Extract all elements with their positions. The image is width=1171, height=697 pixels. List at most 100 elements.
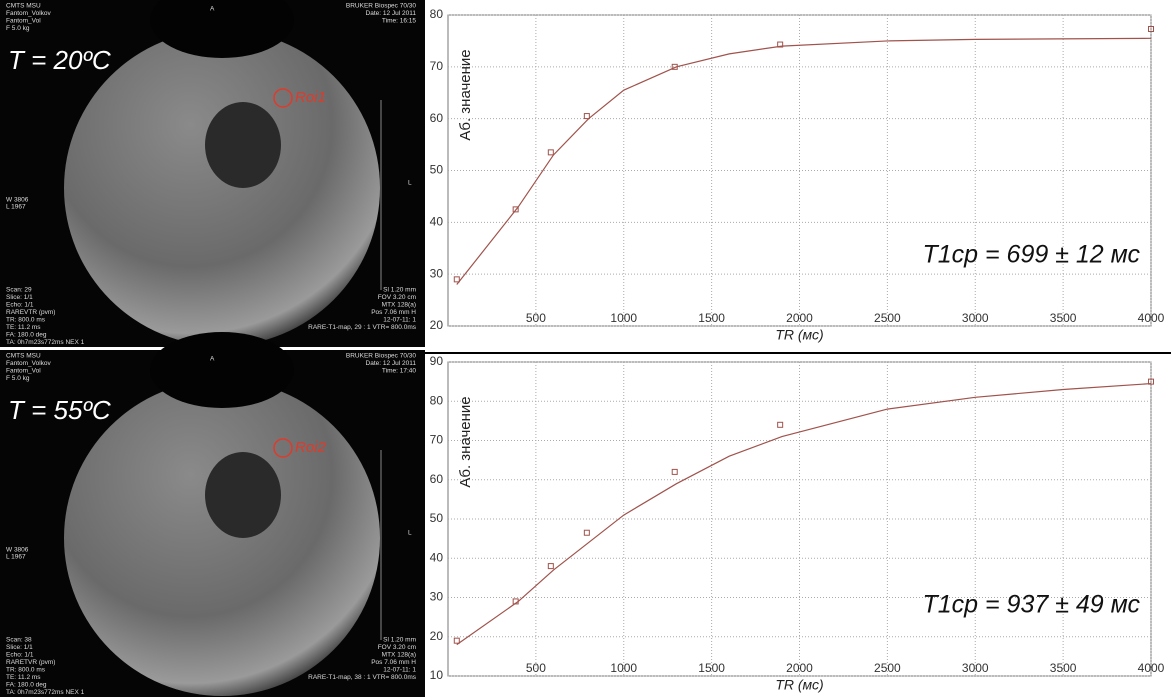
x-tick-label: 3500 bbox=[1050, 661, 1077, 675]
x-tick-label: 2000 bbox=[786, 661, 813, 675]
header-right: Time: 17:40 bbox=[382, 368, 416, 375]
footer-right: 12-07-11: 1 bbox=[383, 317, 416, 324]
y-tick-label: 40 bbox=[430, 215, 444, 229]
x-axis-label: TR (мс) bbox=[775, 677, 823, 693]
header-right: Date: 12 Jul 2011 bbox=[366, 10, 417, 17]
x-tick-label: 3000 bbox=[962, 311, 989, 325]
y-axis-label: Аб. значение bbox=[457, 396, 474, 487]
data-point bbox=[1148, 378, 1154, 385]
window-level: L 1967 bbox=[6, 204, 26, 211]
footer-right: 12-07-11: 1 bbox=[383, 667, 416, 674]
temperature: T = 20ºC bbox=[8, 45, 111, 75]
y-tick-label: 60 bbox=[430, 472, 444, 486]
footer-left: TE: 11.2 ms bbox=[6, 674, 41, 681]
footer-right: Pos 7.06 mm H bbox=[371, 309, 416, 316]
phantom-neck bbox=[150, 332, 294, 408]
temperature: T = 55ºC bbox=[8, 395, 111, 425]
footer-left: TE: 11.2 ms bbox=[6, 324, 41, 331]
footer-left: Echo: 1/1 bbox=[6, 652, 34, 659]
fit-curve bbox=[456, 382, 1152, 646]
x-tick-label: 2500 bbox=[874, 661, 901, 675]
footer-left: RARETVR (pvm) bbox=[6, 659, 55, 666]
window-level: L 1967 bbox=[6, 554, 26, 561]
y-tick-label: 80 bbox=[430, 393, 444, 407]
footer-right: FOV 3.20 cm bbox=[378, 294, 416, 301]
y-tick-label: 80 bbox=[430, 7, 444, 21]
footer-left: FA: 180.0 deg bbox=[6, 332, 47, 339]
y-tick-label: 50 bbox=[430, 163, 444, 177]
header-right: Date: 12 Jul 2011 bbox=[366, 360, 417, 367]
y-tick-label: 70 bbox=[430, 433, 444, 447]
footer-right: Pos 7.06 mm H bbox=[371, 659, 416, 666]
y-axis-label: Аб. значение bbox=[457, 49, 474, 140]
y-tick-label: 40 bbox=[430, 550, 444, 564]
y-tick-label: 30 bbox=[430, 590, 444, 604]
footer-right: FOV 3.20 cm bbox=[378, 644, 416, 651]
footer-left: TR: 800.0 ms bbox=[6, 667, 46, 674]
data-point bbox=[671, 63, 678, 70]
y-tick-label: 90 bbox=[430, 354, 444, 368]
data-point bbox=[583, 113, 590, 120]
footer-left: TR: 800.0 ms bbox=[6, 317, 46, 324]
data-point bbox=[777, 421, 784, 428]
data-point bbox=[547, 563, 554, 570]
footer-right: Sl 1.20 mm bbox=[383, 287, 416, 294]
data-point bbox=[583, 529, 590, 536]
side-marker: L bbox=[408, 180, 412, 187]
footer-left: Scan: 38 bbox=[6, 637, 32, 644]
footer-left: TA: 0h7m23s772ms NEX 1 bbox=[6, 339, 85, 346]
footer-left: TA: 0h7m23s772ms NEX 1 bbox=[6, 689, 85, 696]
header-left: Fantom_Volkov bbox=[6, 10, 52, 17]
roi-label: Roi1 bbox=[295, 89, 326, 106]
roi-circle bbox=[273, 88, 293, 108]
footer-right: RARE-T1-map, 38 : 1 VTR= 800.0ms bbox=[308, 674, 417, 681]
footer-left: Scan: 29 bbox=[6, 287, 32, 294]
inner-object bbox=[205, 102, 281, 188]
data-point bbox=[453, 637, 460, 644]
x-tick-label: 500 bbox=[526, 311, 546, 325]
x-tick-label: 4000 bbox=[1138, 661, 1165, 675]
data-point bbox=[453, 276, 460, 283]
x-tick-label: 1500 bbox=[698, 661, 725, 675]
header-left: Fantom_Vol bbox=[6, 18, 41, 25]
data-point bbox=[671, 468, 678, 475]
footer-left: Echo: 1/1 bbox=[6, 302, 34, 309]
phantom bbox=[64, 380, 380, 696]
x-axis-label: TR (мс) bbox=[775, 327, 823, 343]
x-tick-label: 4000 bbox=[1138, 311, 1165, 325]
y-tick-label: 10 bbox=[430, 668, 444, 682]
x-tick-label: 2000 bbox=[786, 311, 813, 325]
y-tick-label: 70 bbox=[430, 59, 444, 73]
footer-left: FA: 180.0 deg bbox=[6, 682, 47, 689]
header-left: Fantom_Volkov bbox=[6, 360, 52, 367]
x-tick-label: 3000 bbox=[962, 661, 989, 675]
roi-circle bbox=[273, 438, 293, 458]
footer-right: Sl 1.20 mm bbox=[383, 637, 416, 644]
orientation-marker: A bbox=[210, 356, 215, 363]
data-point bbox=[512, 206, 519, 213]
header-right: Time: 16:15 bbox=[382, 18, 416, 25]
x-tick-label: 1500 bbox=[698, 311, 725, 325]
y-tick-label: 20 bbox=[430, 629, 444, 643]
fit-curve bbox=[456, 37, 1152, 285]
header-right: BRUKER Biospec 70/30 bbox=[346, 3, 416, 10]
footer-left: Slice: 1/1 bbox=[6, 644, 33, 651]
annotation: T1cp = 699 ± 12 мс bbox=[922, 241, 1140, 269]
window-level: W 3806 bbox=[6, 547, 29, 554]
x-tick-label: 1000 bbox=[610, 661, 637, 675]
footer-left: RAREVTR (pvm) bbox=[6, 309, 55, 316]
header-right: BRUKER Biospec 70/30 bbox=[346, 353, 416, 360]
window-level: W 3806 bbox=[6, 197, 29, 204]
inner-object bbox=[205, 452, 281, 538]
y-tick-label: 20 bbox=[430, 318, 444, 332]
footer-left: Slice: 1/1 bbox=[6, 294, 33, 301]
phantom-neck bbox=[150, 0, 294, 58]
y-tick-label: 30 bbox=[430, 266, 444, 280]
footer-right: MTX 128(a) bbox=[382, 652, 416, 659]
header-left: F 5.0 kg bbox=[6, 375, 30, 382]
x-tick-label: 2500 bbox=[874, 311, 901, 325]
side-marker: L bbox=[408, 530, 412, 537]
footer-right: RARE-T1-map, 29 : 1 VTR= 800.0ms bbox=[308, 324, 417, 331]
header-left: F 5.0 kg bbox=[6, 25, 30, 32]
